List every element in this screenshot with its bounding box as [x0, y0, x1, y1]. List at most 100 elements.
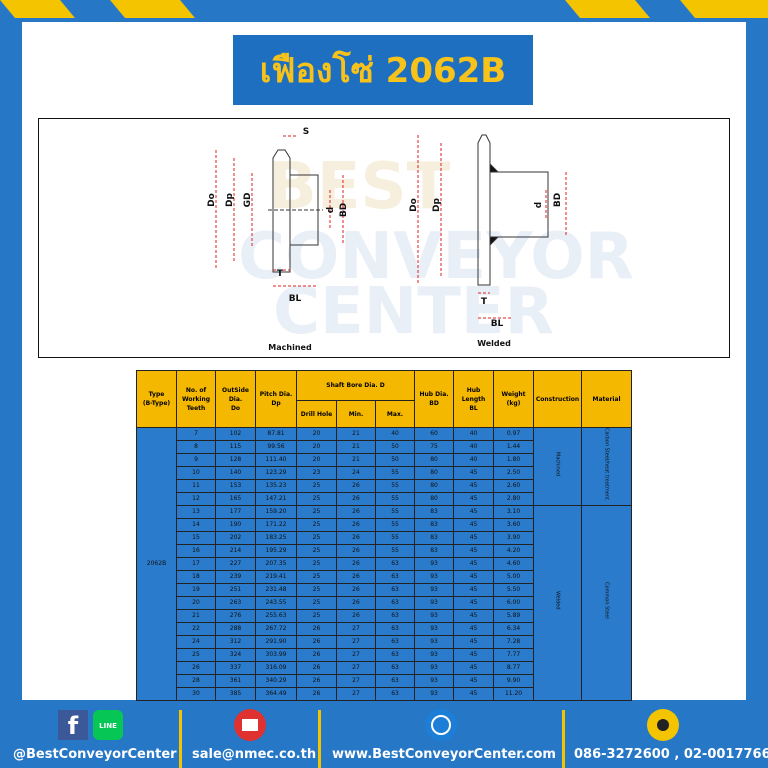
title: เฟืองโซ่ 2062B: [233, 35, 533, 105]
cell: 288: [215, 622, 256, 636]
cell: 207.35: [255, 557, 297, 571]
header-line: (kg): [506, 400, 521, 407]
cell: 5.00: [493, 570, 535, 584]
cell: 25: [296, 596, 337, 610]
header-cell: Material: [581, 370, 633, 428]
cell: 26: [336, 544, 376, 558]
cell: 26: [336, 570, 376, 584]
cell: 171.22: [255, 518, 297, 532]
header-cell: Min.: [336, 400, 376, 428]
cell: 80: [414, 492, 455, 506]
body-row: 10 140 123.29 23 24 55 80 45 2.50: [137, 466, 632, 480]
cell: 22: [176, 622, 216, 636]
body-row: 26 337 316.09 26 27 63 93 45 8.77: [137, 661, 632, 675]
cell: 135.23: [255, 479, 297, 493]
cell: 25: [176, 648, 216, 662]
cell: 20: [296, 453, 337, 467]
cell: 123.29: [255, 466, 297, 480]
diagram: BEST CONVEYOR CENTER S Do Dp GD d BD T B…: [38, 118, 730, 358]
header-cell: Pitch Dia. Dp: [255, 370, 297, 428]
cell: 10: [176, 466, 216, 480]
cell: 316.09: [255, 661, 297, 675]
body-row: 28 361 340.29 26 27 63 93 45 9.90: [137, 674, 632, 688]
cell: 26: [296, 635, 337, 649]
cell: 63: [374, 661, 416, 675]
cell: 8: [176, 440, 216, 454]
cell: 55: [374, 518, 416, 532]
header-line: Weight: [501, 391, 526, 398]
cell: 7.77: [493, 648, 535, 662]
header-line: Dia.: [228, 395, 243, 403]
cell: 63: [374, 596, 416, 610]
cell: 183.25: [255, 531, 297, 545]
cell: 19: [176, 583, 216, 597]
cell: 128: [215, 453, 256, 467]
cell: 45: [453, 661, 495, 675]
cell: 337: [215, 661, 256, 675]
cell: 75: [414, 440, 455, 454]
cell: 255.63: [255, 609, 297, 623]
cell: 24: [176, 635, 216, 649]
cell: 25: [296, 479, 337, 493]
cell: 28: [176, 674, 216, 688]
cell: 26: [296, 622, 337, 636]
cell: 239: [215, 570, 256, 584]
cell: 159.20: [255, 505, 297, 519]
website: www.BestConveyorCenter.com: [332, 747, 556, 762]
cell: 93: [414, 596, 455, 610]
material-text: Carbon Steel/heat treatment: [603, 428, 610, 500]
cell: 45: [453, 687, 495, 701]
construction-text: Welded: [554, 591, 561, 610]
cell: 4.20: [493, 544, 535, 558]
cell: 26: [336, 609, 376, 623]
cell: 7: [176, 427, 216, 441]
header-cell: No. of Working Teeth: [176, 370, 216, 428]
construction-cell: Welded: [533, 505, 583, 701]
cell: 55: [374, 466, 416, 480]
material-cell: Carbon Steel/heat treatment: [581, 427, 633, 506]
cell: 27: [336, 648, 376, 662]
cell: 45: [453, 609, 495, 623]
cell: 93: [414, 583, 455, 597]
cell: 63: [374, 622, 416, 636]
cell: 93: [414, 609, 455, 623]
cell: 263: [215, 596, 256, 610]
body-row: 17 227 207.35 25 26 63 93 45 4.60: [137, 557, 632, 571]
cell: 5.50: [493, 583, 535, 597]
header-line: (B-Type): [142, 400, 171, 407]
caption: Machined: [268, 343, 312, 352]
cell: 231.48: [255, 583, 297, 597]
construction-text: Machined: [554, 451, 561, 477]
cell: 147.21: [255, 492, 297, 506]
cell: 5.89: [493, 609, 535, 623]
cell: 1.80: [493, 453, 535, 467]
cell: 9: [176, 453, 216, 467]
cell: 27: [336, 635, 376, 649]
body-row: 2062B 7 102 87.81 20 21 40 60 40 0.97 Machined Carb…: [136, 427, 633, 701]
cell: 14: [176, 518, 216, 532]
cell: 25: [296, 505, 337, 519]
header-line: BD: [429, 400, 439, 407]
cell: 27: [336, 674, 376, 688]
material-text: Common Steel: [603, 582, 610, 619]
separator: [179, 710, 182, 768]
cell: 20: [296, 440, 337, 454]
dim-label: BD: [339, 203, 349, 217]
cell: 27: [336, 687, 376, 701]
cell: 55: [374, 492, 416, 506]
body-row: 24 312 291.90 26 27 63 93 45 7.28: [137, 635, 632, 649]
header-cell: Shaft Bore Dia. D: [295, 370, 416, 401]
header-line: Working: [181, 395, 211, 403]
cell: 93: [414, 570, 455, 584]
cell: 26: [336, 583, 376, 597]
watermark: BEST CONVEYOR CENTER: [238, 150, 634, 349]
cell: 45: [453, 557, 495, 571]
line-icon-text: LINE: [99, 722, 117, 730]
header-cell: Type (B-Type): [136, 370, 177, 428]
cell: 63: [374, 648, 416, 662]
cell: 21: [336, 427, 376, 441]
cell: 99.56: [255, 440, 297, 454]
cell: 45: [453, 479, 495, 493]
cell: 26: [336, 518, 376, 532]
watermark-text: CONVEYOR: [238, 220, 634, 294]
